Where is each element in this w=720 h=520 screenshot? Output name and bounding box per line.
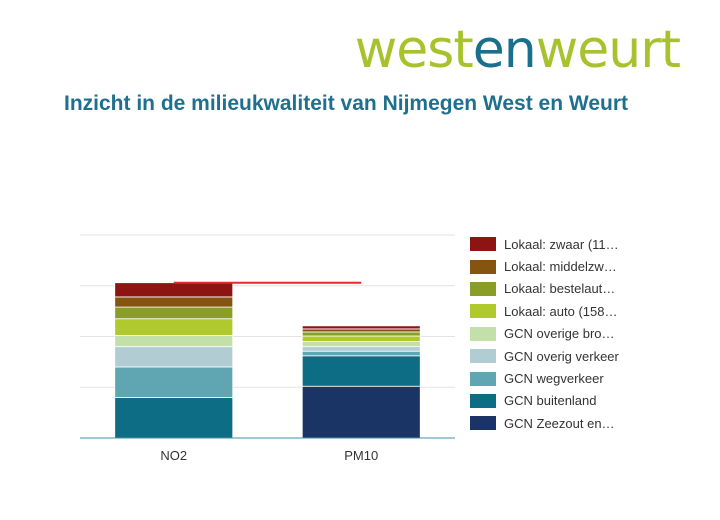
legend-item[interactable]: GCN buitenland	[470, 390, 619, 412]
bar-segment[interactable]	[114, 366, 234, 398]
legend-item[interactable]: Lokaal: middelzw…	[470, 255, 619, 277]
bar-segment[interactable]	[114, 335, 234, 348]
legend-item[interactable]: Lokaal: auto (158…	[470, 300, 619, 322]
legend-swatch	[470, 349, 496, 364]
legend-label: Lokaal: auto (158…	[504, 303, 618, 319]
legend-label: GCN wegverkeer	[504, 371, 604, 387]
legend-label: Lokaal: zwaar (11…	[504, 236, 619, 252]
brand-logo-part-weurt: weurt	[535, 20, 681, 80]
legend-item[interactable]: GCN Zeezout en…	[470, 412, 619, 434]
brand-logo: westenweurt	[355, 24, 681, 76]
chart-legend: Lokaal: zwaar (11… Lokaal: middelzw… Lokaa…	[470, 233, 619, 435]
legend-swatch	[470, 416, 496, 431]
x-tick-label: PM10	[344, 448, 378, 463]
legend-label: GCN Zeezout en…	[504, 415, 615, 431]
bar-segment[interactable]	[301, 346, 421, 352]
legend-label: GCN overige bro…	[504, 326, 615, 342]
legend-label: GCN buitenland	[504, 393, 597, 409]
legend-item[interactable]: GCN wegverkeer	[470, 367, 619, 389]
legend-item[interactable]: Lokaal: zwaar (11…	[470, 233, 619, 255]
bar-segment[interactable]	[114, 396, 234, 439]
x-tick-label: NO2	[160, 448, 187, 463]
brand-logo-part-en: en	[472, 20, 537, 80]
legend-swatch	[470, 393, 496, 408]
bar-segment[interactable]	[114, 318, 234, 336]
legend-swatch	[470, 371, 496, 386]
bar-segment[interactable]	[114, 282, 234, 298]
chart-x-axis: NO2 PM10	[80, 437, 455, 463]
legend-label: GCN overig verkeer	[504, 348, 619, 364]
brand-logo-part-west: west	[354, 20, 474, 80]
legend-swatch	[470, 259, 496, 274]
legend-swatch	[470, 304, 496, 319]
bar-segment[interactable]	[301, 325, 421, 330]
bar-segment[interactable]	[301, 385, 421, 439]
legend-label: Lokaal: middelzw…	[504, 259, 617, 275]
bar-segment[interactable]	[114, 346, 234, 368]
bar-segment[interactable]	[301, 328, 421, 333]
bar-segment[interactable]	[114, 296, 234, 308]
legend-swatch	[470, 281, 496, 296]
legend-item[interactable]: GCN overige bro…	[470, 323, 619, 345]
chart-bars	[114, 282, 421, 439]
legend-item[interactable]: Lokaal: bestelaut…	[470, 278, 619, 300]
bar-segment[interactable]	[301, 335, 421, 342]
page-subtitle: Inzicht in de milieukwaliteit van Nijmeg…	[64, 92, 629, 115]
bar-segment[interactable]	[301, 341, 421, 348]
legend-swatch	[470, 237, 496, 252]
bar-segment[interactable]	[114, 306, 234, 320]
legend-swatch	[470, 326, 496, 341]
bar-segment[interactable]	[301, 331, 421, 337]
legend-label: Lokaal: bestelaut…	[504, 281, 616, 297]
bar-segment[interactable]	[301, 355, 421, 387]
legend-item[interactable]: GCN overig verkeer	[470, 345, 619, 367]
bar-segment[interactable]	[301, 350, 421, 357]
